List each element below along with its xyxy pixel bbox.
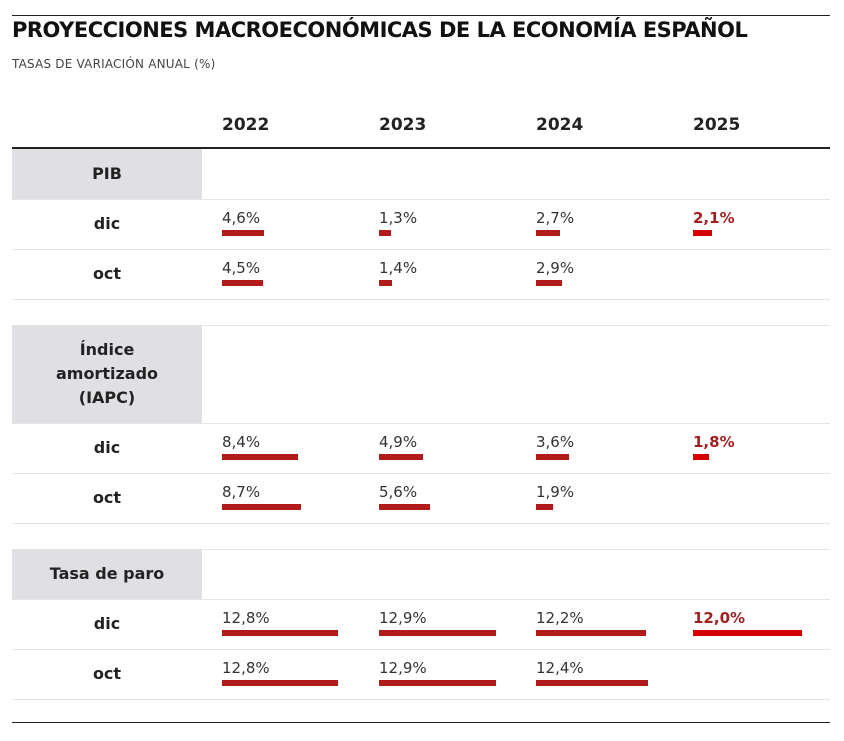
section-label: Tasa de paro bbox=[12, 549, 202, 599]
value-bar bbox=[379, 504, 430, 510]
row-divider bbox=[12, 549, 830, 550]
cell-value: 5,6% bbox=[379, 483, 418, 501]
row-label: oct bbox=[92, 488, 122, 507]
row-label: dic bbox=[93, 438, 121, 457]
chart-title: PROYECCIONES MACROECONÓMICAS DE LA ECONO… bbox=[12, 18, 748, 42]
cell-value: 12,9% bbox=[379, 659, 427, 677]
row-divider bbox=[12, 473, 830, 474]
table-cell: 5,6% bbox=[379, 483, 519, 510]
year-label-2025: 2025 bbox=[693, 115, 741, 135]
row-label: oct bbox=[92, 264, 122, 283]
row-divider bbox=[12, 249, 830, 250]
value-bar bbox=[222, 454, 299, 460]
table-cell: 3,6% bbox=[536, 433, 676, 460]
table-cell: 1,9% bbox=[536, 483, 676, 510]
cell-value: 8,7% bbox=[222, 483, 261, 501]
cell-value: 12,8% bbox=[222, 659, 270, 677]
bottom-rule bbox=[12, 722, 830, 723]
row-divider bbox=[12, 199, 830, 200]
cell-value: 12,8% bbox=[222, 609, 270, 627]
value-bar bbox=[693, 630, 802, 636]
cell-value: 4,9% bbox=[379, 433, 418, 451]
cell-value: 1,8% bbox=[693, 433, 735, 451]
cell-value: 1,3% bbox=[379, 209, 418, 227]
cell-value: 4,5% bbox=[222, 259, 261, 277]
table-cell: 12,8% bbox=[222, 609, 362, 636]
table-cell: 2,9% bbox=[536, 259, 676, 286]
value-bar bbox=[379, 230, 391, 236]
row-divider bbox=[12, 649, 830, 650]
table-cell: 1,3% bbox=[379, 209, 519, 236]
value-bar bbox=[379, 454, 424, 460]
cell-value: 12,2% bbox=[536, 609, 584, 627]
year-label-2023: 2023 bbox=[379, 115, 427, 135]
cell-value: 2,1% bbox=[693, 209, 735, 227]
table-cell: 12,2% bbox=[536, 609, 676, 636]
row-label: dic bbox=[93, 614, 121, 633]
value-bar bbox=[536, 280, 563, 286]
value-bar bbox=[536, 504, 554, 510]
row-divider bbox=[12, 299, 830, 300]
cell-value: 12,0% bbox=[693, 609, 746, 627]
cell-value: 12,9% bbox=[379, 609, 427, 627]
table-cell: 12,9% bbox=[379, 609, 519, 636]
row-label: dic bbox=[93, 214, 121, 233]
cell-value: 1,4% bbox=[379, 259, 418, 277]
section-label: Índice amortizado (IAPC) bbox=[12, 325, 202, 423]
row-divider bbox=[12, 699, 830, 700]
year-label-2024: 2024 bbox=[536, 115, 584, 135]
value-bar bbox=[379, 630, 496, 636]
value-bar bbox=[379, 280, 392, 286]
cell-value: 2,9% bbox=[536, 259, 575, 277]
cell-value: 3,6% bbox=[536, 433, 575, 451]
value-bar bbox=[222, 630, 338, 636]
table-cell: 8,7% bbox=[222, 483, 362, 510]
cell-value: 2,7% bbox=[536, 209, 575, 227]
value-bar bbox=[536, 680, 649, 686]
value-bar bbox=[222, 230, 264, 236]
header-rule bbox=[12, 147, 830, 149]
top-rule bbox=[12, 15, 830, 16]
value-bar bbox=[536, 454, 569, 460]
cell-value: 1,9% bbox=[536, 483, 575, 501]
table-cell: 2,1% bbox=[693, 209, 833, 236]
table-cell: 12,8% bbox=[222, 659, 362, 686]
row-divider bbox=[12, 423, 830, 424]
value-bar bbox=[536, 630, 647, 636]
table-cell: 4,9% bbox=[379, 433, 519, 460]
row-divider bbox=[12, 325, 830, 326]
table-cell: 1,8% bbox=[693, 433, 833, 460]
value-bar bbox=[222, 680, 338, 686]
value-bar bbox=[693, 230, 712, 236]
table-cell: 12,4% bbox=[536, 659, 676, 686]
table-cell: 1,4% bbox=[379, 259, 519, 286]
table-cell: 8,4% bbox=[222, 433, 362, 460]
row-divider bbox=[12, 599, 830, 600]
row-label: oct bbox=[92, 664, 122, 683]
table-cell: 4,5% bbox=[222, 259, 362, 286]
table-cell: 12,9% bbox=[379, 659, 519, 686]
cell-value: 4,6% bbox=[222, 209, 261, 227]
table-cell: 12,0% bbox=[693, 609, 833, 636]
year-label-2022: 2022 bbox=[222, 115, 270, 135]
chart-subtitle: TASAS DE VARIACIÓN ANUAL (%) bbox=[12, 57, 216, 71]
cell-value: 12,4% bbox=[536, 659, 584, 677]
section-label: PIB bbox=[12, 149, 202, 199]
value-bar bbox=[222, 280, 263, 286]
value-bar bbox=[222, 504, 301, 510]
value-bar bbox=[379, 680, 496, 686]
value-bar bbox=[536, 230, 561, 236]
row-divider bbox=[12, 523, 830, 524]
table-cell: 2,7% bbox=[536, 209, 676, 236]
cell-value: 8,4% bbox=[222, 433, 261, 451]
value-bar bbox=[693, 454, 710, 460]
table-cell: 4,6% bbox=[222, 209, 362, 236]
